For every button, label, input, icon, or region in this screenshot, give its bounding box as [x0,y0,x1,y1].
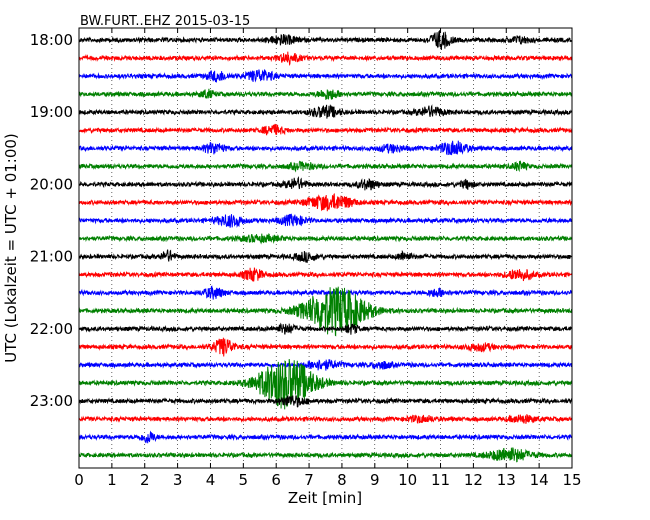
x-tick-label: 7 [304,471,314,489]
trace-2115 [79,267,572,282]
trace-2000 [79,175,572,191]
x-tick-label: 1 [107,471,117,489]
plot-background [79,28,572,468]
y-tick-label: 22:00 [30,320,73,338]
chart-title: BW.FURT..EHZ 2015-03-15 [80,14,250,29]
trace-2345 [79,447,572,463]
y-tick-label: 19:00 [30,103,73,121]
trace-2245 [79,359,572,410]
x-tick-label: 13 [497,471,516,489]
x-tick-label: 6 [271,471,281,489]
trace-layer [79,30,572,463]
trace-1815 [79,51,572,67]
x-tick-label: 3 [173,471,183,489]
trace-2215 [79,337,572,357]
x-tick-label: 8 [337,471,347,489]
x-tick-label: 11 [431,471,450,489]
plot-area [79,28,572,468]
trace-1845 [79,88,572,100]
trace-1900 [79,104,572,119]
trace-2330 [79,430,572,444]
x-tick-label: 15 [562,471,581,489]
trace-2315 [79,414,572,424]
trace-1945 [79,160,572,173]
plot-frame [78,27,573,469]
y-tick-label: 20:00 [30,175,73,193]
x-tick-label: 5 [239,471,249,489]
x-tick-label: 0 [74,471,84,489]
x-tick-label: 12 [464,471,483,489]
trace-2015 [79,193,572,212]
trace-2130 [79,285,572,300]
trace-2100 [79,249,572,264]
x-tick-label: 14 [530,471,549,489]
axes-frame [78,27,573,469]
trace-2300 [79,395,572,408]
trace-2030 [79,213,572,228]
trace-1930 [79,140,572,156]
x-tick-label: 9 [370,471,380,489]
trace-1830 [79,69,572,83]
y-tick-label: 18:00 [30,31,73,49]
trace-1915 [79,123,572,136]
y-tick-label: 23:00 [30,392,73,410]
x-tick-label: 4 [206,471,216,489]
grid-lines [111,28,540,468]
trace-2200 [79,322,572,335]
x-tick-label: 2 [140,471,150,489]
trace-2230 [79,359,572,371]
x-axis-label: Zeit [min] [288,489,362,507]
y-tick-label: 21:00 [30,248,73,266]
trace-2045 [79,233,572,245]
x-tick-label: 10 [398,471,417,489]
x-axis-ticks: 0 1 2 3 4 5 6 7 8 9 10 11 12 13 14 15 [74,28,582,489]
trace-1800 [79,30,572,50]
y-axis-label: UTC (Lokalzeit = UTC + 01:00) [2,133,20,363]
y-axis-ticks: 18:00 19:00 20:00 21:00 22:00 23:00 [30,31,84,410]
